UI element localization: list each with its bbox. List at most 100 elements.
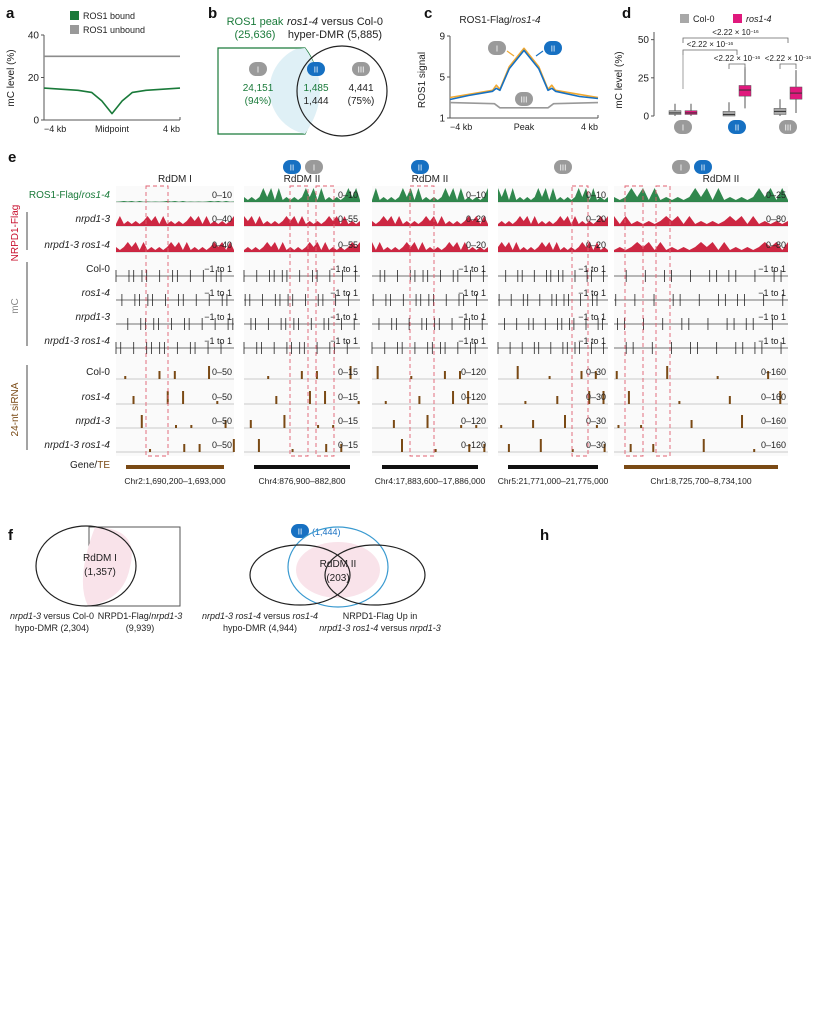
- e-track-range: 0–10: [212, 190, 232, 200]
- e-sirna-bar: [594, 371, 597, 379]
- b-region-II-value2: 1,444: [303, 96, 328, 107]
- b-set2-count: hyper-DMR (5,885): [288, 29, 382, 41]
- e-sirna-bar: [216, 401, 219, 404]
- b-region-III-pct: (75%): [348, 96, 375, 107]
- d-ytick-label: 0: [643, 112, 649, 123]
- e-sirna-bar: [564, 415, 566, 428]
- e-signal-red: [614, 242, 788, 252]
- legend-ros1-4-label: ros1-4: [746, 14, 772, 24]
- badge-label: II: [701, 164, 705, 173]
- panel-label-e: e: [8, 149, 16, 166]
- c-xtick-label: Peak: [514, 122, 535, 132]
- e-signal-red: [116, 242, 234, 252]
- e-track-range: 0–80: [766, 240, 786, 250]
- e-track-range: 0–120: [461, 416, 486, 426]
- d-bracket-I-III-label: <2.22 × 10−16: [712, 28, 759, 37]
- badge-label: II: [298, 528, 302, 537]
- e-sirna-bar: [615, 371, 618, 379]
- e-track-range: −1 to 1: [204, 312, 232, 322]
- e-sirna-bar: [460, 425, 463, 428]
- line-ros1-bound: [43, 87, 181, 115]
- e-sirna-bar: [678, 401, 681, 404]
- e-sirna-bar: [516, 366, 519, 379]
- e-track-range: −1 to 1: [758, 312, 786, 322]
- e-track-range: 0–55: [338, 214, 358, 224]
- e-sirna-bar: [588, 391, 591, 404]
- e-sirna-bar: [468, 444, 471, 452]
- e-track-range: 0–120: [461, 440, 486, 450]
- c-arrow-II: [535, 50, 544, 57]
- e-signal-red: [244, 216, 360, 226]
- e-sirna-bar: [291, 449, 294, 452]
- badge-label: III: [560, 164, 567, 173]
- f2-set2-label: NRPD1-Flag Up in: [343, 611, 418, 621]
- line-cluster-III: [449, 101, 599, 109]
- e-sirna-bar: [392, 420, 395, 428]
- e-sirna-bar: [267, 376, 270, 379]
- e-track-range: 0–120: [461, 367, 486, 377]
- f2-nrpd1-up-set: [324, 544, 426, 606]
- f2-center-count: (203): [326, 573, 349, 584]
- c-arrow-I: [506, 50, 515, 57]
- e-sirna-bar: [158, 371, 161, 379]
- panel-label-d: d: [622, 5, 631, 22]
- e-sirna-bar: [315, 371, 318, 379]
- e-locus-coord: Chr4:876,900–882,800: [259, 476, 346, 486]
- e-sirna-bar: [283, 415, 286, 428]
- d-bracket-II-label: <2.22 × 10−16: [714, 54, 761, 63]
- e-sirna-bar: [702, 439, 705, 452]
- e-locus-title: RdDM II: [703, 174, 740, 185]
- e-track-range: −1 to 1: [758, 336, 786, 346]
- f1-center-count: (1,357): [84, 567, 116, 578]
- legend-ros1-bound-label: ROS1 bound: [83, 11, 135, 21]
- e-sirna-bar: [384, 401, 387, 404]
- e-sirna-bar: [340, 444, 343, 452]
- e-sirna-bar: [548, 376, 551, 379]
- e-sirna-bar: [232, 439, 235, 452]
- e-track-range: 0–40: [212, 214, 232, 224]
- e-track-label: ros1-4: [82, 288, 111, 299]
- e-sirna-bar: [629, 444, 632, 452]
- e-track-range: 0–10: [338, 190, 358, 200]
- c-ylabel: ROS1 signal: [417, 52, 428, 108]
- e-sirna-bar: [580, 371, 583, 379]
- d-ytick-label: 50: [638, 35, 650, 46]
- e-sirna-bar: [459, 371, 461, 379]
- a-ytick-label: 0: [33, 116, 39, 127]
- f1-center-label: RdDM I: [83, 553, 117, 564]
- e-track-label: ros1-4: [82, 392, 111, 403]
- panel-label-a: a: [6, 5, 15, 22]
- e-track-range: 0–30: [586, 367, 606, 377]
- badge-label: II: [551, 45, 555, 54]
- e-track-range: −1 to 1: [458, 264, 486, 274]
- e-signal-green: [116, 201, 234, 202]
- e-locus-bg: [244, 186, 360, 456]
- e-locus-title: RdDM I: [158, 174, 192, 185]
- e-sirna-bar: [666, 366, 669, 379]
- e-signal-green: [614, 188, 788, 202]
- legend-ros1-unbound-label: ROS1 unbound: [83, 25, 145, 35]
- e-sirna-bar: [571, 449, 574, 452]
- c-badge-III: [515, 92, 533, 106]
- e-sirna-bar: [617, 425, 620, 428]
- e-sirna-bar: [767, 371, 770, 379]
- panel-label-h: h: [540, 527, 549, 544]
- e-sirna-bar: [532, 420, 535, 428]
- e-signal-red: [498, 242, 608, 252]
- e-track-range: −1 to 1: [330, 288, 358, 298]
- e-track-range: 0–120: [461, 392, 486, 402]
- e-signal-green: [372, 188, 488, 202]
- e-sirna-bar: [483, 444, 486, 452]
- badge-label: III: [785, 124, 792, 133]
- c-ytick-label: 1: [439, 114, 445, 125]
- e-track-range: 0–15: [338, 392, 358, 402]
- e-track-range: −1 to 1: [458, 288, 486, 298]
- e-track-range: 0–160: [761, 416, 786, 426]
- e-sirna-bar: [741, 415, 744, 428]
- f2-set1-label: nrpd1-3 ros1-4 versus ros1-4: [202, 611, 318, 621]
- d-bracket-III-label: <2.22 × 10−16: [765, 54, 812, 63]
- e-sirna-bar: [475, 425, 478, 428]
- badge-label: I: [257, 66, 259, 75]
- e-locus-title: RdDM II: [284, 174, 321, 185]
- e-track-label: ROS1-Flag/ros1-4: [29, 190, 111, 201]
